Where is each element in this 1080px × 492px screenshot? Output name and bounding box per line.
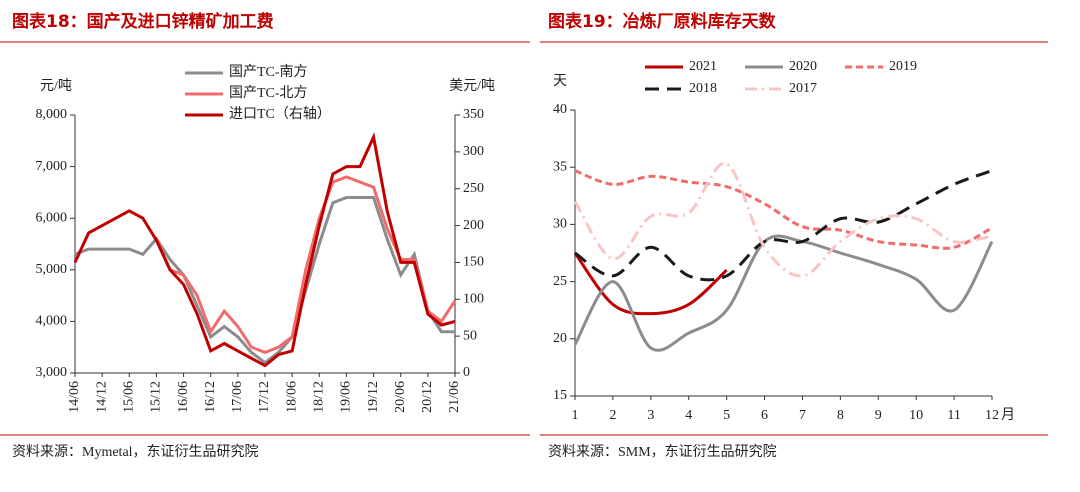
x-tick-label: 12 (985, 408, 999, 423)
source: 资料来源：SMM，东证衍生品研究院 (548, 444, 777, 460)
x-tick-label: 15/06 (122, 381, 137, 413)
x-tick-label: 3 (647, 408, 654, 423)
legend-label: 2021 (689, 59, 717, 74)
y2-axis-label: 美元/吨 (449, 78, 495, 94)
legend-label: 2018 (689, 81, 717, 96)
series-line (573, 234, 994, 352)
y2-tick-label: 300 (463, 144, 484, 159)
x-tick-label: 7 (799, 408, 806, 423)
x-tick-label: 1 (572, 408, 579, 423)
series-line (573, 252, 728, 316)
x-tick-label: 6 (761, 408, 768, 423)
y-tick-label: 8,000 (36, 107, 68, 122)
y-tick-label: 6,000 (36, 210, 68, 225)
x-tick-label: 14/06 (67, 381, 82, 413)
x-tick-label: 17/12 (257, 381, 272, 413)
x-tick-label: 10 (909, 408, 923, 423)
x-tick-label: 4 (685, 408, 692, 423)
x-tick-label: 15/12 (149, 381, 164, 413)
x-axis-label: 月 (1001, 407, 1015, 423)
y2-tick-label: 150 (463, 255, 484, 270)
y-tick-label: 40 (553, 102, 567, 117)
series-line (73, 132, 456, 368)
y-tick-label: 25 (553, 274, 567, 289)
y-tick-label: 15 (553, 388, 567, 403)
chart-title: 图表18：国产及进口锌精矿加工费 (12, 11, 274, 32)
x-tick-label: 5 (723, 408, 730, 423)
x-tick-label: 2 (609, 408, 616, 423)
y2-tick-label: 200 (463, 218, 484, 233)
x-tick-label: 21/06 (447, 381, 462, 413)
x-tick-label: 17/06 (230, 381, 245, 413)
x-tick-label: 8 (837, 408, 844, 423)
legend-label: 2019 (889, 59, 917, 74)
x-tick-label: 9 (875, 408, 882, 423)
legend-label: 进口TC（右轴） (229, 106, 331, 122)
series-line (574, 169, 993, 282)
x-tick-label: 19/06 (339, 381, 354, 413)
y2-tick-label: 0 (463, 365, 470, 380)
y-tick-label: 20 (553, 331, 567, 346)
x-tick-label: 18/06 (284, 381, 299, 413)
series-line (573, 162, 993, 278)
source: 资料来源：Mymetal，东证衍生品研究院 (12, 444, 259, 460)
y2-tick-label: 250 (463, 181, 484, 196)
legend-label: 2020 (789, 59, 817, 74)
y-tick-label: 35 (553, 159, 567, 174)
y-axis-label: 天 (553, 74, 567, 89)
chart-title: 图表19：冶炼厂原料库存天数 (548, 11, 777, 32)
y-axis-label: 元/吨 (40, 78, 72, 94)
y-tick-label: 7,000 (36, 159, 68, 174)
y-tick-label: 3,000 (36, 365, 68, 380)
x-tick-label: 20/12 (420, 381, 435, 413)
x-tick-label: 19/12 (366, 381, 381, 413)
x-tick-label: 16/12 (203, 381, 218, 413)
x-tick-label: 14/12 (94, 381, 109, 413)
x-tick-label: 11 (947, 408, 960, 423)
legend-label: 国产TC-南方 (229, 64, 308, 80)
y2-tick-label: 100 (463, 292, 484, 307)
series-line (74, 196, 455, 365)
y2-tick-label: 350 (463, 107, 484, 122)
series-line (574, 169, 993, 250)
legend-label: 国产TC-北方 (229, 85, 308, 101)
series-line (155, 175, 457, 354)
x-tick-label: 16/06 (176, 381, 191, 413)
y2-tick-label: 50 (463, 328, 477, 343)
legend-label: 2017 (789, 81, 817, 96)
x-tick-label: 18/12 (312, 381, 327, 413)
y-tick-label: 5,000 (36, 262, 68, 277)
y-tick-label: 30 (553, 217, 567, 232)
y-tick-label: 4,000 (36, 314, 68, 329)
x-tick-label: 20/06 (393, 381, 408, 413)
